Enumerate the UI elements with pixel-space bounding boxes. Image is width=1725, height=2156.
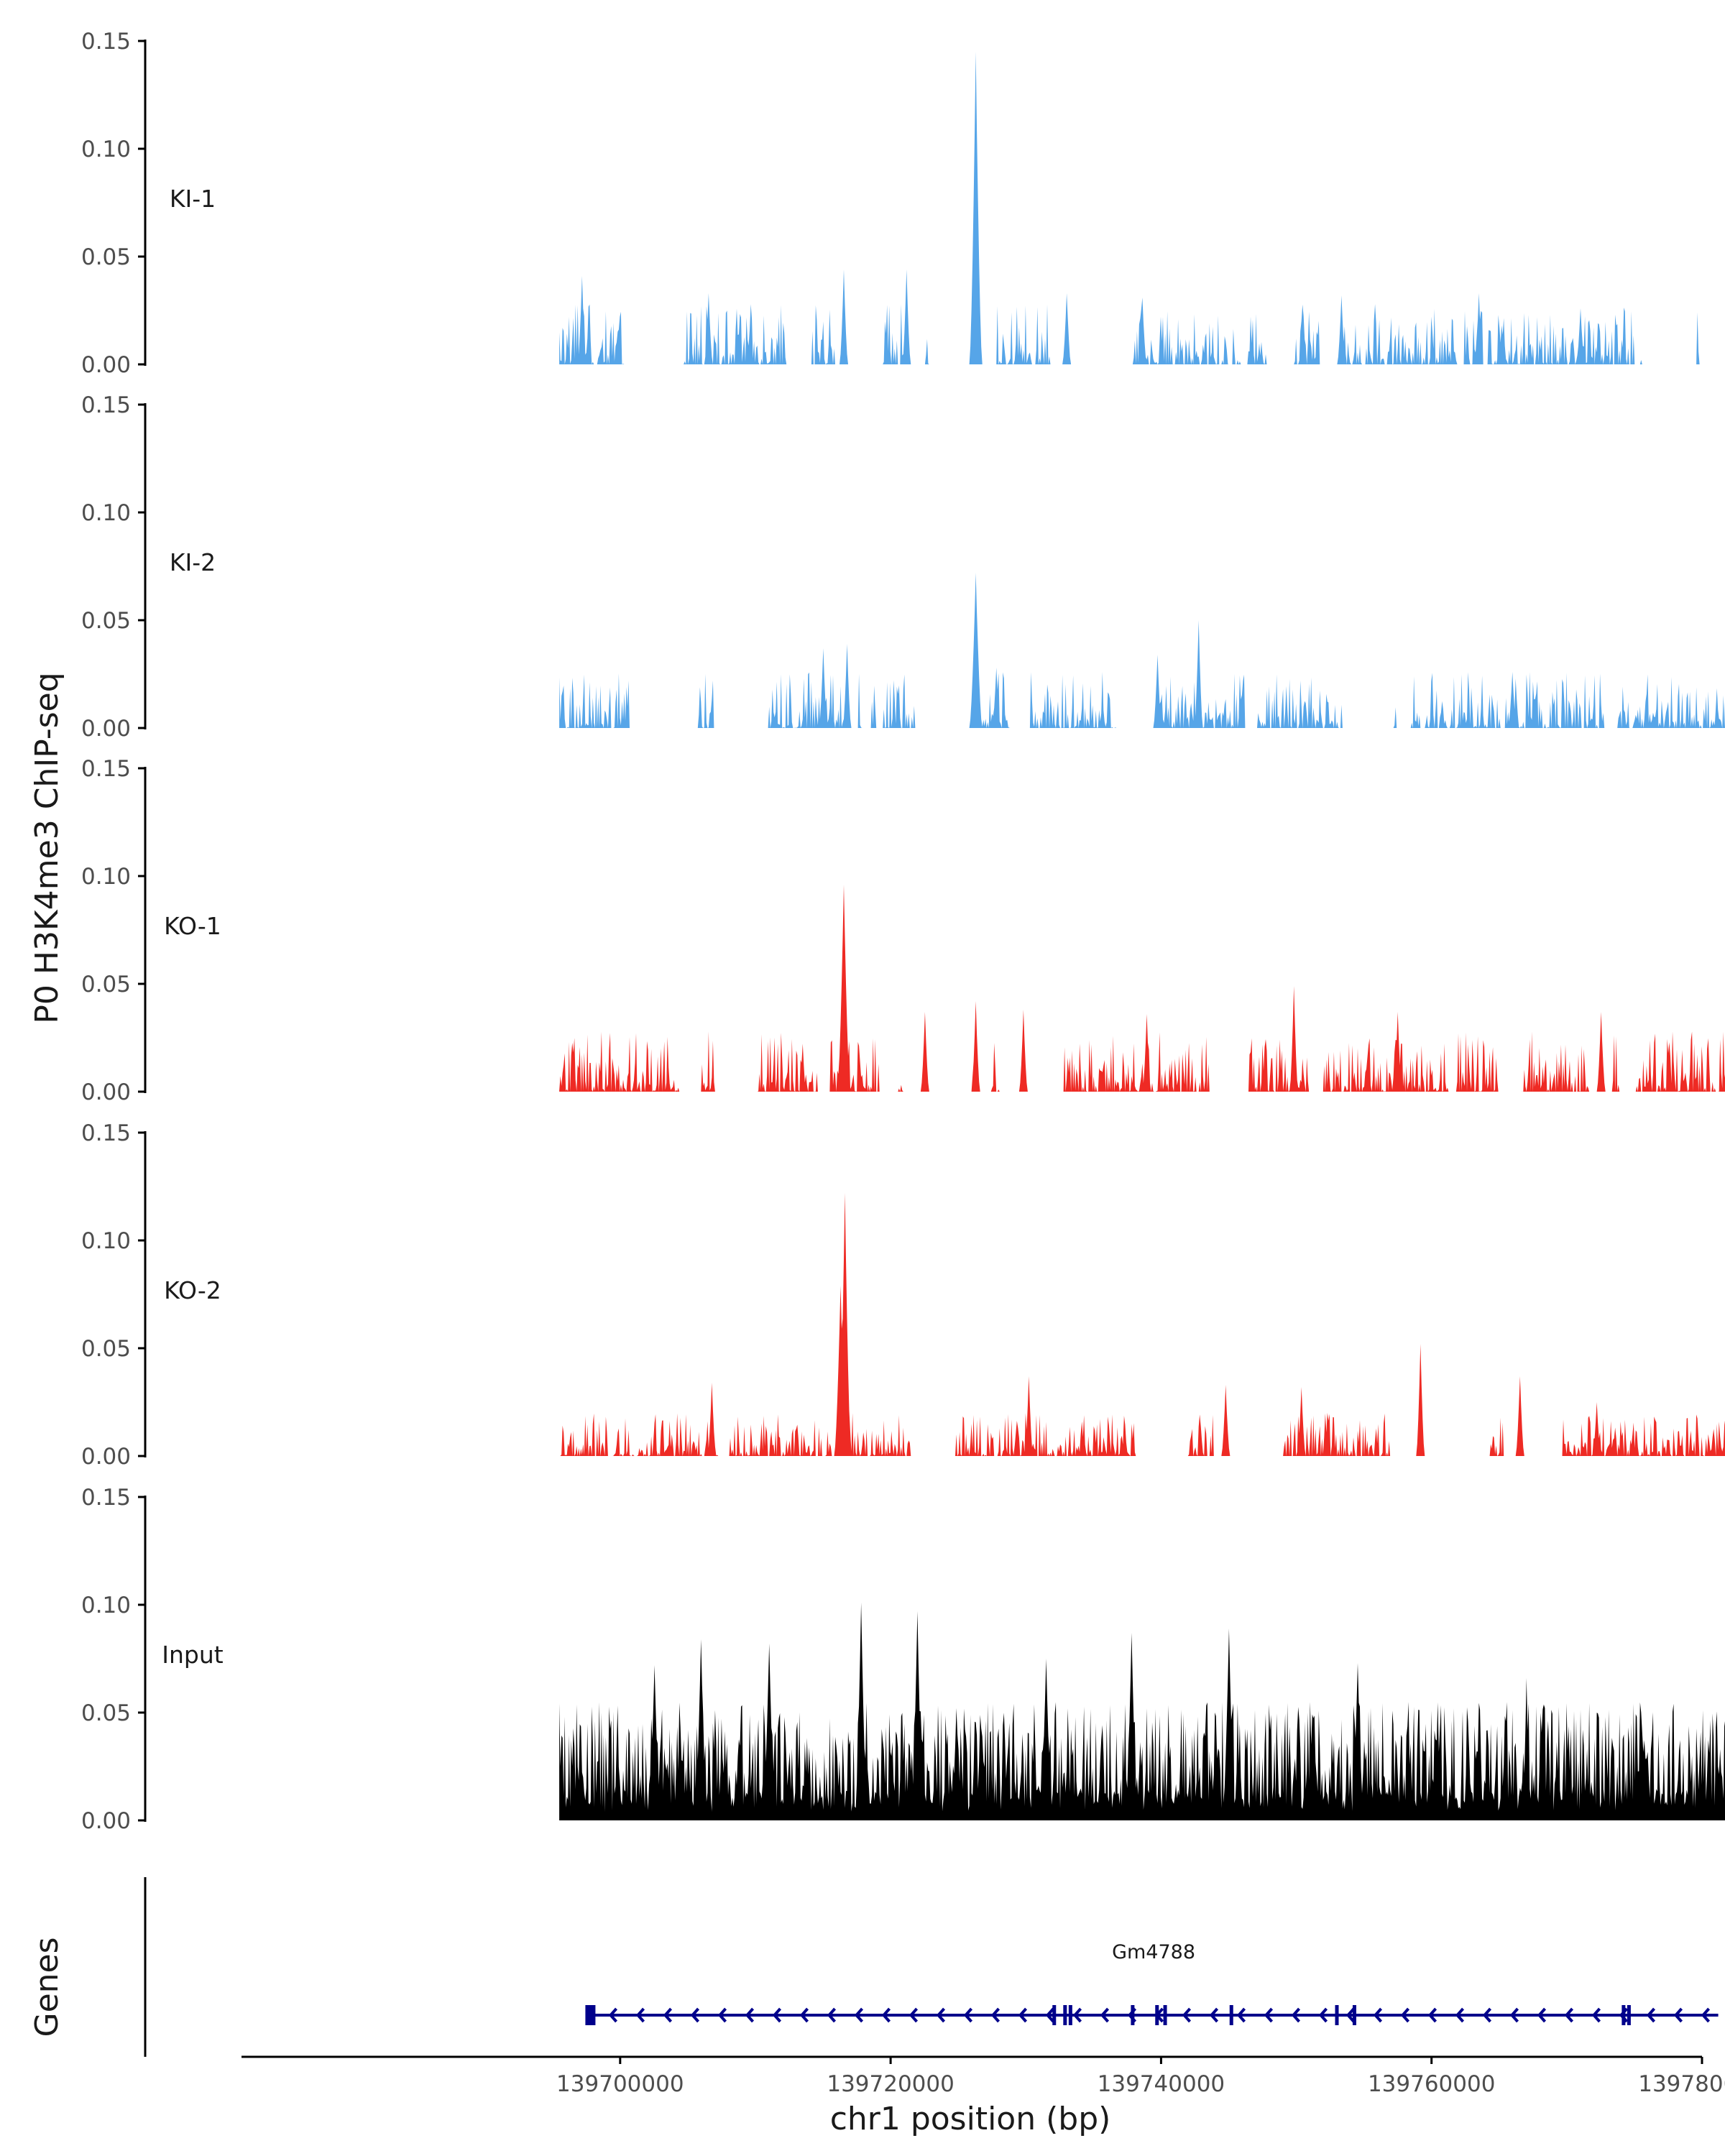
strand-chevron — [1291, 2007, 1301, 2023]
strand-chevron — [1018, 2007, 1028, 2023]
x-tick-label: 139760000 — [1368, 2071, 1496, 2097]
strand-chevron — [1318, 2007, 1328, 2023]
exon — [1627, 2005, 1631, 2025]
track-input: 0.00 0.05 0.10 0.15 Input — [81, 1485, 1725, 1834]
track-ko-2: 0.00 0.05 0.10 0.15 KO-2 — [81, 1120, 1725, 1470]
x-axis-title: chr1 position (bp) — [830, 2101, 1111, 2137]
strand-chevron — [881, 2007, 891, 2023]
strand-chevron — [1537, 2007, 1547, 2023]
y-tick-label: 0.15 — [81, 392, 131, 418]
track-ko-1: 0.00 0.05 0.10 0.15 KO-1 — [81, 756, 1725, 1105]
y-tick-label: 0.00 — [81, 352, 131, 378]
strand-chevron — [1100, 2007, 1110, 2023]
track-label: Input — [162, 1641, 224, 1669]
strand-chevron — [1045, 2007, 1055, 2023]
strand-chevron — [608, 2007, 618, 2023]
tracks-layer: 0.00 0.05 0.10 0.15 KI-1 0.00 0.05 0.10 0.15 KI-2… — [81, 29, 1725, 1834]
track-ki-2: 0.00 0.05 0.10 0.15 KI-2 — [81, 392, 1725, 742]
strand-chevron — [1455, 2007, 1465, 2023]
strand-chevron — [963, 2007, 973, 2023]
track-label: KO-2 — [164, 1276, 221, 1304]
y-tick-label: 0.15 — [81, 29, 131, 55]
strand-chevron — [990, 2007, 1000, 2023]
y-tick-label: 0.10 — [81, 864, 131, 890]
exon — [1063, 2005, 1067, 2025]
strand-chevron — [1673, 2007, 1683, 2023]
strand-chevron — [1346, 2007, 1356, 2023]
y-tick-label: 0.00 — [81, 1079, 131, 1105]
x-tick-label: 139740000 — [1098, 2071, 1225, 2097]
y-tick-label: 0.00 — [81, 716, 131, 742]
exon — [1622, 2005, 1626, 2025]
x-axis: 139700000 139720000 139740000 139760000 1397… — [242, 2055, 1725, 2097]
strand-chevron — [1373, 2007, 1383, 2023]
coverage-area-ko-1 — [559, 885, 1725, 1092]
exon — [1163, 2005, 1167, 2025]
y-tick-label: 0.05 — [81, 1700, 131, 1726]
strand-chevron — [663, 2007, 673, 2023]
y-tick-label: 0.15 — [81, 1485, 131, 1511]
strand-chevron — [690, 2007, 700, 2023]
coverage-area-ki-1 — [559, 52, 1725, 364]
strand-chevron — [1701, 2007, 1711, 2023]
strand-chevron — [1482, 2007, 1492, 2023]
strand-chevron — [1236, 2007, 1246, 2023]
exon — [585, 2005, 596, 2025]
strand-chevron — [1400, 2007, 1410, 2023]
track-label: KO-1 — [164, 912, 221, 940]
coverage-area-ki-2 — [559, 573, 1725, 728]
exon — [1068, 2005, 1072, 2025]
y-tick-label: 0.15 — [81, 756, 131, 782]
strand-chevron — [1209, 2007, 1219, 2023]
strand-chevron — [717, 2007, 727, 2023]
x-tick-label: 139720000 — [827, 2071, 954, 2097]
strand-chevron — [1072, 2007, 1082, 2023]
genes-layer: Gm4788 — [144, 1877, 1719, 2057]
strand-chevron — [1264, 2007, 1274, 2023]
y-tick-label: 0.10 — [81, 500, 131, 526]
strand-chevron — [1427, 2007, 1438, 2023]
x-tick-label: 139700000 — [556, 2071, 684, 2097]
strand-chevron — [1591, 2007, 1601, 2023]
y-tick-label: 0.15 — [81, 1120, 131, 1146]
y-tick-label: 0.10 — [81, 1228, 131, 1254]
strand-chevron — [635, 2007, 645, 2023]
y-tick-label: 0.10 — [81, 1593, 131, 1618]
strand-chevron — [799, 2007, 809, 2023]
x-tick-label: 139780000 — [1638, 2071, 1725, 2097]
gene-label: Gm4788 — [1112, 1941, 1195, 1963]
genes-axis-title: Genes — [29, 1937, 65, 2037]
y-tick-label: 0.05 — [81, 608, 131, 634]
y-tick-label: 0.10 — [81, 137, 131, 162]
exon — [1352, 2005, 1356, 2025]
strand-chevron — [827, 2007, 837, 2023]
strand-chevron — [908, 2007, 919, 2023]
strand-chevron — [1509, 2007, 1519, 2023]
strand-chevron — [772, 2007, 782, 2023]
track-label: KI-2 — [170, 548, 216, 576]
exon — [1052, 2005, 1057, 2025]
coverage-area-input — [559, 1603, 1725, 1820]
strand-chevron — [1646, 2007, 1656, 2023]
y-tick-label: 0.05 — [81, 244, 131, 270]
exon — [1131, 2005, 1135, 2025]
track-ki-1: 0.00 0.05 0.10 0.15 KI-1 — [81, 29, 1725, 378]
strand-chevron — [854, 2007, 864, 2023]
track-label: KI-1 — [170, 185, 216, 213]
strand-chevron — [1564, 2007, 1574, 2023]
exon — [1155, 2005, 1159, 2025]
strand-chevron — [745, 2007, 755, 2023]
strand-chevron — [936, 2007, 946, 2023]
exon — [1335, 2005, 1339, 2025]
y-axis-title: P0 H3K4me3 ChIP-seq — [29, 672, 65, 1023]
y-tick-label: 0.00 — [81, 1444, 131, 1470]
gene-gm4788: Gm4788 — [585, 1941, 1719, 2025]
y-tick-label: 0.05 — [81, 1336, 131, 1362]
exon — [1229, 2005, 1233, 2025]
strand-chevron — [1182, 2007, 1192, 2023]
y-tick-label: 0.05 — [81, 972, 131, 998]
y-tick-label: 0.00 — [81, 1808, 131, 1834]
coverage-area-ko-2 — [559, 1193, 1725, 1456]
